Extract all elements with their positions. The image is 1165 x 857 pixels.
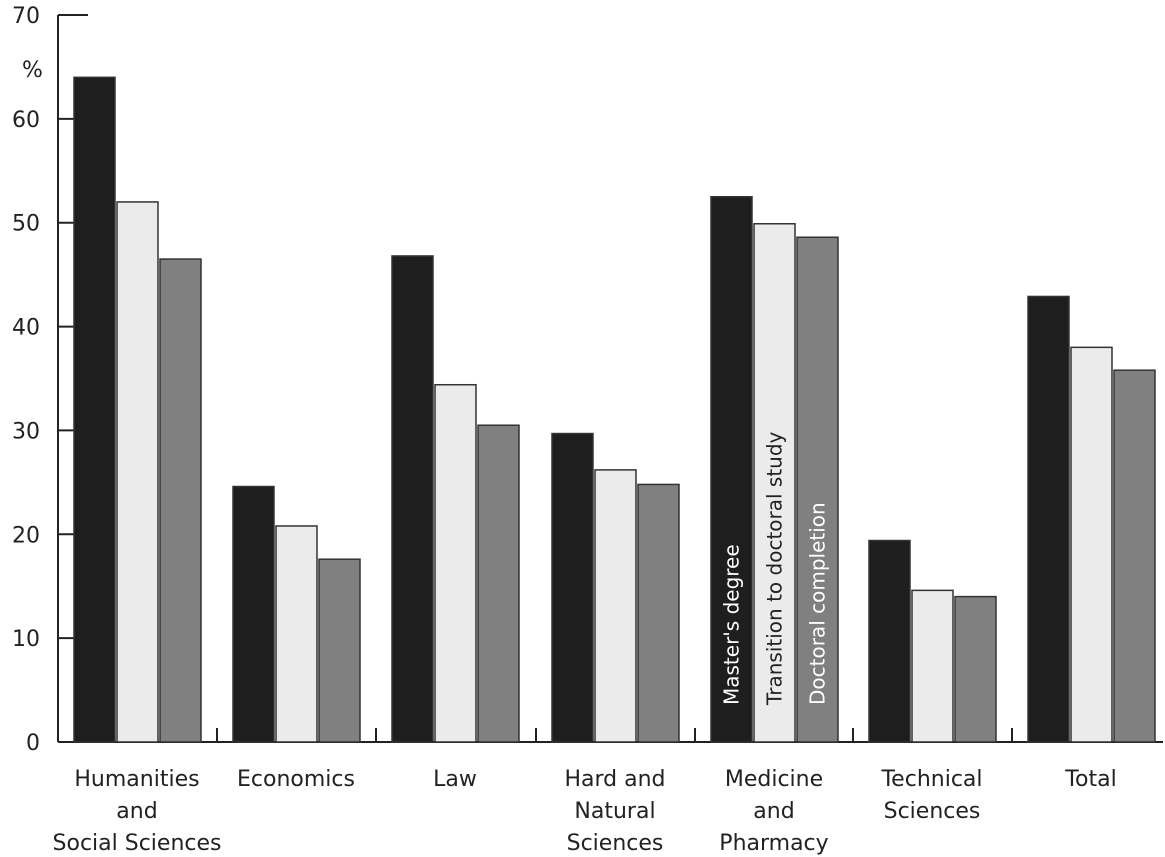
y-tick-label: 60: [12, 108, 40, 133]
x-category-label: Natural: [574, 799, 655, 824]
bar: [954, 595, 997, 743]
x-category-label: Law: [433, 767, 477, 792]
x-category-label: Economics: [237, 767, 355, 792]
bar: [551, 432, 594, 743]
y-tick-label: 20: [12, 523, 40, 548]
x-category-label: Sciences: [567, 831, 664, 856]
bar: [1113, 369, 1156, 743]
bar: [73, 76, 116, 743]
x-category-label: Social Sciences: [53, 831, 222, 856]
x-category-label: Medicine: [725, 767, 823, 792]
bar: [159, 258, 202, 743]
y-tick-label: 70: [12, 4, 40, 29]
bar: [116, 201, 159, 743]
x-category-label: Sciences: [884, 799, 981, 824]
bar: [594, 469, 637, 743]
x-category-label: Hard and: [564, 767, 665, 792]
x-category-label: Technical: [880, 767, 982, 792]
series-label: Transition to doctoral study: [763, 431, 787, 706]
bar: [796, 236, 839, 743]
y-tick-label: 40: [12, 316, 40, 341]
bar: [391, 255, 434, 743]
bar: [753, 223, 796, 743]
bar: [868, 539, 911, 743]
x-category-label: Total: [1064, 767, 1116, 792]
y-tick-label: 50: [12, 212, 40, 237]
labels: Humanities and Social Sciences Economics Law…: [53, 431, 1117, 856]
y-axis-label: %: [22, 58, 43, 83]
x-category-label: Humanities: [74, 767, 199, 792]
bar: [710, 196, 753, 743]
bar: [477, 424, 520, 743]
bar: [232, 485, 275, 743]
bar: [275, 525, 318, 743]
y-tick-label: 30: [12, 419, 40, 444]
series-label: Doctoral completion: [806, 502, 830, 705]
bar: [1070, 346, 1113, 743]
x-category-label: and: [753, 799, 794, 824]
bar: [318, 558, 361, 743]
y-tick-label: 10: [12, 627, 40, 652]
bar: [637, 483, 680, 743]
bars: [73, 76, 1156, 743]
x-category-label: and: [116, 799, 157, 824]
bar: [911, 589, 954, 743]
y-tick-label: 0: [26, 731, 40, 756]
bar: [1027, 295, 1070, 743]
x-category-label: Pharmacy: [719, 831, 828, 856]
bar: [434, 383, 477, 743]
series-label: Master's degree: [720, 544, 744, 705]
